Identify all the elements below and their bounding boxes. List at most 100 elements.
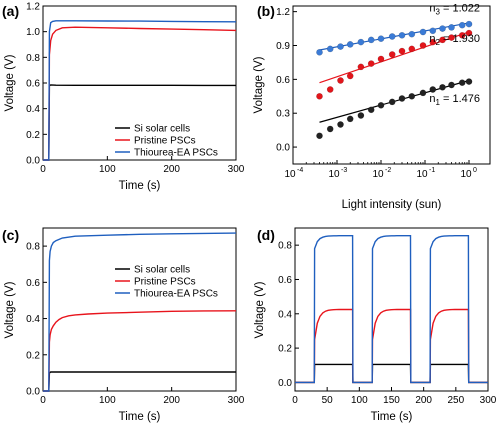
panel-b-point-n1 xyxy=(346,115,354,123)
panel-b-point-n2 xyxy=(439,36,446,44)
panel-a-ytick-label: 0.6 xyxy=(26,79,40,90)
panel-a-ytick-label: 1.0 xyxy=(26,27,40,38)
legend-a-thiourea: Thiourea-EA PSCs xyxy=(134,148,218,159)
panel-d-xtick-label: 0 xyxy=(292,395,298,406)
panel-a-ytick-label: 0.2 xyxy=(26,130,40,141)
panel-b-ytick-label: 0.9 xyxy=(276,41,290,52)
panel-b-tag: (b) xyxy=(257,3,275,19)
panel-b-xtick-label: 10 xyxy=(416,169,428,180)
panel-b-annotation: n2 = 1.930 xyxy=(429,33,480,47)
panel-c-xtick-label: 100 xyxy=(99,395,116,406)
panel-b-point-n2 xyxy=(429,38,437,46)
legend-a-si: Si solar cells xyxy=(134,124,190,135)
legend-a-pristine: Pristine PSCs xyxy=(134,136,196,147)
panel-c-xtick-label: 200 xyxy=(163,395,180,406)
panel-d-xtick-label: 100 xyxy=(351,395,368,406)
panel-d-line-si xyxy=(295,363,488,384)
panel-d-ytick-label: 0.2 xyxy=(278,344,292,355)
panel-b-point-n1 xyxy=(388,98,396,106)
panel-d-xtick-label: 250 xyxy=(447,395,464,406)
panel-b-point-n2 xyxy=(419,42,427,49)
panel-b-frame xyxy=(292,5,491,165)
panel-b-point-n1 xyxy=(439,83,446,91)
panel-b-point-n1 xyxy=(458,79,466,87)
panel-b-point-n1 xyxy=(316,132,323,140)
panel-b-ytick-label: 0.0 xyxy=(276,143,290,154)
panel-b-xlabel: Light intensity (sun) xyxy=(342,199,442,211)
panel-b-point-n2 xyxy=(326,86,334,93)
panel-b-point-n1 xyxy=(398,95,406,102)
panel-b-annotation: n1 = 1.476 xyxy=(429,93,480,107)
panel-c-xtick-label: 300 xyxy=(228,395,245,406)
panel-a-xlabel: Time (s) xyxy=(119,180,161,192)
legend-c-si: Si solar cells xyxy=(134,265,190,276)
panel-c-ytick-label: 0.2 xyxy=(26,350,40,361)
panel-a-ytick-label: 0.4 xyxy=(26,104,40,115)
panel-b-point-n2 xyxy=(398,47,406,55)
panel-c-ytick-label: 0.4 xyxy=(26,314,40,325)
panel-b-xtick-exponent: -4 xyxy=(297,167,303,174)
panel-c-ytick-label: 0.0 xyxy=(26,387,40,398)
panel-a-line-thiourea xyxy=(43,20,237,161)
panel-b-point-n3 xyxy=(326,45,334,53)
panel-d-ytick-label: 0.4 xyxy=(278,309,292,320)
panel-b-point-n2 xyxy=(458,31,466,39)
panel-b: (b) 10 -4 10 -3 10 -2 10 -1 10 00.00.30.60.91.2 n… xyxy=(253,3,491,211)
panel-b-point-n2 xyxy=(377,55,385,63)
panel-b-point-n3 xyxy=(367,36,375,44)
panel-d-tag: (d) xyxy=(257,227,275,243)
panel-b-point-n3 xyxy=(465,20,473,28)
panel-b-point-n3 xyxy=(429,27,437,35)
panel-d-ytick-label: 0.8 xyxy=(278,241,292,252)
panel-b-point-n2 xyxy=(357,63,365,71)
panel-b-xtick-exponent: -3 xyxy=(341,167,347,174)
panel-a-ytick-label: 0.0 xyxy=(26,156,40,167)
panel-b-point-n1 xyxy=(326,125,334,133)
panel-b-xtick-label: 10 xyxy=(372,169,384,180)
panel-b-point-n1 xyxy=(419,89,427,97)
panel-b-point-n1 xyxy=(465,78,473,85)
panel-b-point-n3 xyxy=(398,31,406,39)
panel-c-xtick-label: 0 xyxy=(40,395,46,406)
panel-b-point-n3 xyxy=(377,35,385,43)
panel-b-point-n3 xyxy=(337,43,344,50)
panel-b-point-n3 xyxy=(316,48,323,56)
panel-b-point-n3 xyxy=(388,33,396,40)
panel-b-xtick-exponent: -1 xyxy=(429,167,435,174)
panel-b-ytick-label: 0.3 xyxy=(276,109,290,120)
panel-d-ytick-label: 0.6 xyxy=(278,275,292,286)
panel-b-annotation: n3 = 1.022 xyxy=(429,3,480,17)
panel-a: (a) 0 100 200 300 0.0 0.2 0.4 0.6 0.8 1.0 1.2 Time… xyxy=(2,2,245,193)
panel-b-point-n3 xyxy=(357,38,365,46)
panel-d-xtick-label: 300 xyxy=(480,395,497,406)
panel-a-legend: Si solar cells Pristine PSCs Thiourea-EA… xyxy=(115,124,218,159)
panel-d-xtick-label: 200 xyxy=(415,395,432,406)
panel-b-xtick-label: 10 xyxy=(328,169,340,180)
panel-d-line-thiourea xyxy=(295,234,488,384)
panel-b-point-n1 xyxy=(377,101,385,109)
panel-a-tag: (a) xyxy=(2,3,19,19)
panel-b-point-n2 xyxy=(388,51,396,58)
panel-b-xtick-label: 10 xyxy=(460,169,472,180)
panel-a-ytick-label: 0.8 xyxy=(26,53,40,64)
panel-d-ytick-label: 0.0 xyxy=(278,378,292,389)
panel-b-point-n3 xyxy=(448,24,455,31)
panel-b-point-n1 xyxy=(367,106,375,114)
panel-b-ytick-label: 1.2 xyxy=(276,7,290,18)
panel-b-xtick-label: 10 xyxy=(284,169,296,180)
panel-b-point-n3 xyxy=(346,41,354,48)
panel-b-point-n2 xyxy=(408,45,416,53)
panel-c-ytick-label: 0.8 xyxy=(26,242,40,253)
panel-c-ylabel: Voltage (V) xyxy=(4,281,16,338)
panel-b-point-n2 xyxy=(316,92,323,100)
panel-b-ylabel: Voltage (V) xyxy=(253,56,265,113)
panel-d-xlabel: Time (s) xyxy=(371,411,413,423)
panel-d-xtick-label: 150 xyxy=(383,395,400,406)
panel-b-xtick-exponent: -2 xyxy=(385,167,391,174)
panel-c-ytick-label: 0.6 xyxy=(26,278,40,289)
panel-b-point-n2 xyxy=(337,77,344,84)
panel-b-point-n3 xyxy=(419,28,427,36)
panel-b-point-n1 xyxy=(408,92,416,100)
panel-c-line-si xyxy=(43,371,236,392)
